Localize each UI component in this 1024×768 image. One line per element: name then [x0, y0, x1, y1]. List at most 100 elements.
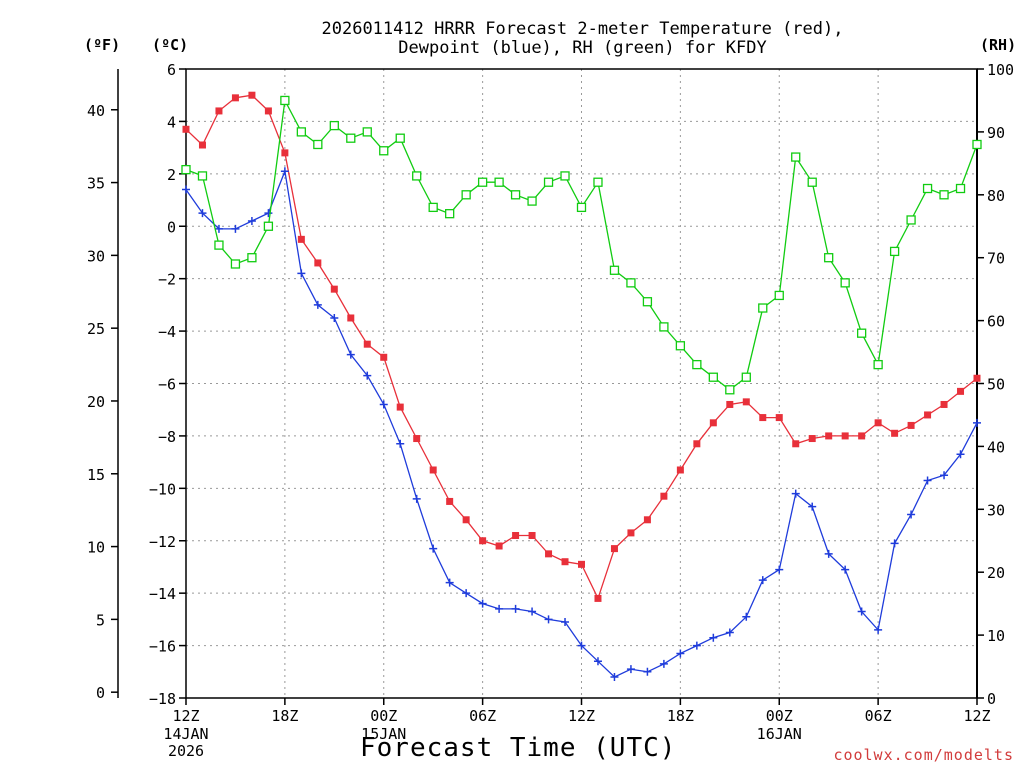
celsius-tick-label: −16 — [149, 638, 176, 656]
temperature-point — [957, 387, 965, 395]
temperature-point — [231, 94, 239, 102]
temperature-point — [660, 492, 668, 500]
temperature-point — [759, 414, 767, 422]
rh-point — [741, 372, 751, 382]
dewpoint-point — [676, 649, 685, 658]
temperature-point — [940, 400, 948, 408]
x-tick-label: 12Z — [568, 707, 595, 725]
dewpoint-point — [528, 607, 537, 616]
dewpoint-point — [264, 209, 273, 218]
fahrenheit-tick-label: 30 — [87, 247, 105, 265]
rh-point — [725, 385, 735, 395]
temperature-point — [512, 532, 520, 540]
temperature-point — [792, 440, 800, 448]
celsius-tick-label: −18 — [149, 690, 176, 708]
temperature-point — [907, 421, 915, 429]
rh-tick-label: 70 — [987, 250, 1005, 268]
rh-point — [329, 120, 339, 131]
fahrenheit-axis-unit: (ºF) — [84, 36, 121, 54]
temperature-point — [561, 558, 569, 566]
x-tick-label: 18Z — [667, 707, 694, 725]
temperature-point — [215, 107, 223, 115]
dewpoint-point — [923, 476, 932, 485]
chart-title-line-1: 2026011412 HRRR Forecast 2-meter Tempera… — [321, 19, 844, 39]
rh-point — [560, 171, 570, 181]
rh-point — [247, 253, 257, 263]
dewpoint-point — [363, 371, 372, 380]
dewpoint-point — [890, 539, 899, 548]
rh-point — [214, 240, 224, 250]
celsius-tick-label: −10 — [149, 480, 176, 498]
temperature-point — [281, 149, 289, 157]
x-tick-date-label: 14JAN — [163, 725, 208, 743]
rh-point — [642, 297, 653, 307]
x-axis-title: Forecast Time (UTC) — [360, 733, 677, 763]
dewpoint-point — [330, 313, 339, 322]
dewpoint-point — [313, 300, 322, 309]
rh-point — [856, 328, 867, 338]
temperature-point — [545, 550, 553, 558]
dewpoint-point — [775, 565, 784, 574]
rh-tick-label: 100 — [987, 61, 1014, 79]
x-tick-label: 12Z — [172, 707, 199, 725]
temperature-point — [858, 432, 866, 440]
rh-point — [445, 209, 455, 219]
rh-point — [906, 215, 916, 225]
celsius-tick-label: −6 — [158, 376, 176, 394]
temperature-point — [643, 516, 651, 524]
dewpoint-point — [626, 665, 635, 674]
dewpoint-point — [396, 439, 405, 448]
rh-point — [609, 265, 620, 275]
rh-point — [181, 164, 191, 175]
rh-point — [791, 152, 801, 162]
temperature-point — [594, 594, 602, 602]
temperature-point — [198, 141, 206, 149]
dewpoint-point — [956, 450, 965, 459]
temperature-point — [182, 125, 190, 133]
temperature-point — [891, 429, 899, 437]
rh-point — [922, 183, 933, 194]
x-tick-label: 00Z — [766, 707, 793, 725]
dewpoint-point — [791, 489, 800, 498]
rh-tick-label: 0 — [987, 690, 996, 708]
temperature-point — [808, 435, 816, 443]
dewpoint-point — [198, 209, 207, 218]
rh-point — [626, 278, 636, 288]
rh-point — [675, 341, 686, 351]
temperature-point — [297, 235, 305, 243]
temperature-point — [479, 537, 487, 545]
x-tick-label: 00Z — [370, 707, 397, 725]
celsius-tick-label: 4 — [167, 113, 176, 131]
temperature-point — [709, 419, 717, 427]
celsius-tick-label: −12 — [149, 533, 176, 551]
dewpoint-point — [808, 502, 817, 511]
temperature-point — [363, 340, 371, 348]
rh-point — [807, 177, 817, 187]
celsius-tick-label: 6 — [167, 61, 176, 79]
temperature-point — [676, 466, 684, 474]
x-tick-label: 18Z — [271, 707, 298, 725]
dewpoint-point — [610, 673, 619, 682]
rh-point — [774, 290, 784, 301]
x-tick-date-label: 2026 — [168, 742, 204, 760]
rh-point — [939, 190, 949, 200]
temperature-point — [264, 107, 272, 115]
rh-point — [593, 177, 603, 187]
rh-tick-label: 80 — [987, 187, 1005, 205]
rh-point — [379, 146, 389, 156]
temperature-point — [924, 411, 932, 419]
celsius-tick-label: −8 — [158, 428, 176, 446]
rh-point — [510, 190, 521, 200]
rh-point — [527, 196, 537, 206]
dewpoint-point — [297, 269, 306, 278]
rh-point — [889, 246, 900, 257]
fahrenheit-tick-label: 5 — [96, 611, 105, 629]
x-tick-label: 12Z — [963, 707, 990, 725]
rh-tick-label: 20 — [987, 564, 1005, 582]
dewpoint-point — [692, 641, 701, 650]
dewpoint-point — [709, 633, 718, 642]
fahrenheit-tick-label: 10 — [87, 539, 105, 557]
rh-point — [840, 278, 850, 288]
fahrenheit-tick-label: 40 — [87, 102, 105, 120]
rh-point — [313, 139, 323, 150]
